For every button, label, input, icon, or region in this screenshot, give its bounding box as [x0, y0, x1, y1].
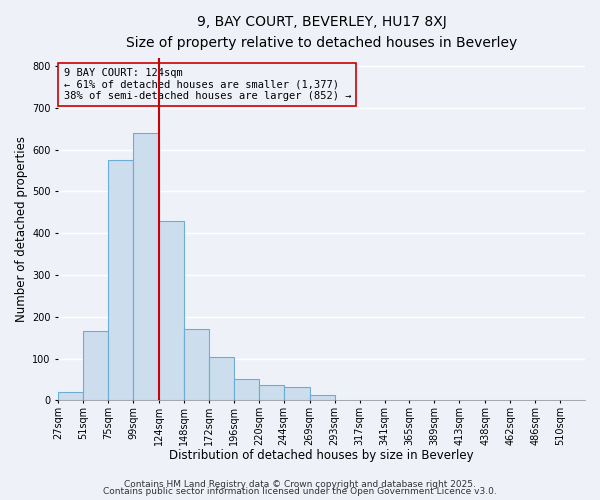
- Bar: [159, 220, 184, 400]
- Bar: [58, 392, 83, 400]
- Title: 9, BAY COURT, BEVERLEY, HU17 8XJ
Size of property relative to detached houses in: 9, BAY COURT, BEVERLEY, HU17 8XJ Size of…: [126, 15, 517, 50]
- Text: 9 BAY COURT: 124sqm
← 61% of detached houses are smaller (1,377)
38% of semi-det: 9 BAY COURT: 124sqm ← 61% of detached ho…: [64, 68, 351, 101]
- Text: Contains HM Land Registry data © Crown copyright and database right 2025.: Contains HM Land Registry data © Crown c…: [124, 480, 476, 489]
- Bar: [310, 396, 335, 400]
- Bar: [284, 386, 310, 400]
- Y-axis label: Number of detached properties: Number of detached properties: [15, 136, 28, 322]
- Bar: [83, 332, 108, 400]
- X-axis label: Distribution of detached houses by size in Beverley: Distribution of detached houses by size …: [169, 450, 474, 462]
- Bar: [133, 133, 159, 400]
- Text: Contains public sector information licensed under the Open Government Licence v3: Contains public sector information licen…: [103, 488, 497, 496]
- Bar: [234, 378, 259, 400]
- Bar: [184, 330, 209, 400]
- Bar: [209, 358, 234, 401]
- Bar: [108, 160, 133, 400]
- Bar: [259, 384, 284, 400]
